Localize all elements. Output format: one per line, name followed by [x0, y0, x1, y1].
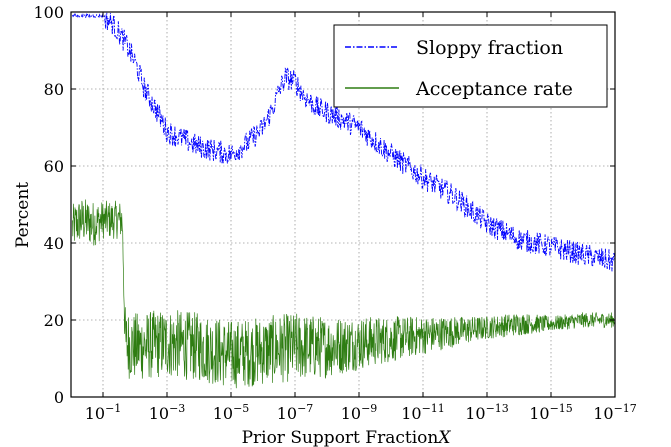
tick-labels: 10−1 10−3 10−5 10−7 10−9 10−11 10−13 10−15 10−17…: [33, 3, 636, 423]
y-tick-label: 80: [44, 80, 64, 99]
legend-box: [333, 24, 608, 108]
x-tick-label: 10−3: [149, 402, 186, 423]
x-tick-label: 10−13: [465, 402, 509, 423]
x-tick-label: 10−1: [85, 402, 122, 423]
legend: Sloppy fraction Acceptance rate: [333, 24, 608, 108]
x-axis-title: Prior Support FractionX: [242, 428, 452, 447]
x-tick-label: 10−11: [401, 402, 445, 423]
legend-label-sloppy: Sloppy fraction: [416, 37, 563, 59]
y-tick-label: 100: [33, 3, 64, 22]
x-tick-label: 10−5: [213, 402, 250, 423]
series-sloppy-fraction: [72, 12, 616, 272]
y-tick-label: 40: [44, 234, 64, 253]
series-acceptance-rate: [72, 199, 616, 389]
y-tick-label: 60: [44, 157, 64, 176]
x-tick-label: 10−7: [277, 402, 314, 423]
y-axis-title: Percent: [13, 182, 33, 248]
legend-label-acceptance: Acceptance rate: [415, 78, 573, 100]
x-axis-title-symbol: X: [436, 428, 451, 447]
x-tick-label: 10−15: [529, 402, 573, 423]
plot-frame: [70, 11, 616, 398]
x-axis-title-text: Prior Support Fraction: [242, 428, 439, 447]
ticks: [71, 11, 616, 398]
x-tick-label: 10−9: [341, 402, 378, 423]
series-layer: [72, 12, 616, 389]
y-tick-label: 20: [44, 311, 64, 330]
y-tick-label: 0: [54, 388, 64, 407]
x-tick-label: 10−17: [593, 402, 637, 423]
